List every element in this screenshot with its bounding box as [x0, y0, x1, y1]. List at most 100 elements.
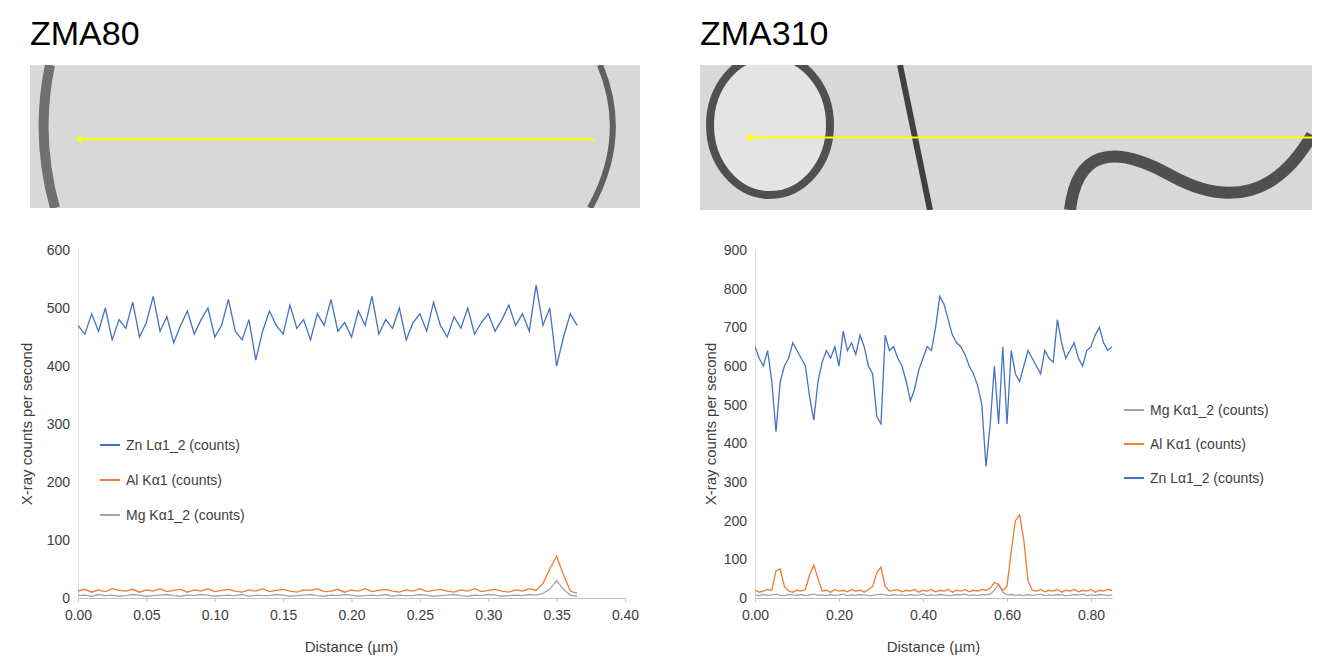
legend-swatch — [1124, 443, 1144, 445]
y-tick-label: 100 — [47, 532, 71, 548]
legend-entry: Mg Kα1_2 (counts) — [1124, 402, 1269, 418]
x-tick-mark — [488, 598, 489, 602]
y-tick: 600 — [724, 358, 755, 374]
x-tick-mark — [78, 598, 79, 602]
x-axis-title: Distance (µm) — [305, 638, 399, 655]
grain-boundary — [1070, 135, 1312, 210]
scan-line — [750, 137, 1312, 139]
y-tick-label: 100 — [724, 551, 748, 567]
grain-boundary — [590, 65, 613, 208]
x-tick-label: 0.80 — [1078, 607, 1105, 623]
legend-swatch — [1124, 409, 1144, 411]
series-line — [78, 556, 577, 593]
y-tick-label: 300 — [47, 416, 71, 432]
y-tick: 400 — [724, 435, 755, 451]
x-tick: 0.25 — [407, 598, 434, 623]
x-tick: 0.60 — [994, 598, 1021, 623]
y-tick-label: 500 — [47, 300, 71, 316]
grain-boundary — [710, 65, 830, 195]
legend-label: Zn Lα1_2 (counts) — [1150, 470, 1264, 486]
legend-entry: Al Kα1 (counts) — [100, 472, 222, 488]
x-tick-label: 0.00 — [742, 607, 769, 623]
x-tick-mark — [923, 598, 924, 602]
y-tick-label: 700 — [724, 319, 748, 335]
x-tick-label: 0.00 — [65, 607, 92, 623]
y-tick: 800 — [724, 281, 755, 297]
x-tick-label: 0.10 — [202, 607, 229, 623]
x-tick-mark — [215, 598, 216, 602]
y-tick-label: 0 — [739, 590, 747, 606]
legend-entry: Zn Lα1_2 (counts) — [100, 437, 240, 453]
x-tick-label: 0.40 — [910, 607, 937, 623]
x-tick-mark — [352, 598, 353, 602]
x-axis-line — [756, 598, 1113, 599]
y-tick-label: 500 — [724, 397, 748, 413]
y-tick-label: 600 — [47, 242, 71, 258]
y-tick: 100 — [724, 551, 755, 567]
y-tick: 200 — [47, 474, 78, 490]
figure: ZMA800.000.050.100.150.200.250.300.350.4… — [0, 0, 1321, 660]
y-tick: 900 — [724, 242, 755, 258]
legend: Mg Kα1_2 (counts) Al Kα1 (counts) Zn Lα1_2… — [1124, 402, 1269, 486]
y-tick-label: 800 — [724, 281, 748, 297]
x-tick-mark — [283, 598, 284, 602]
y-axis-title: X-ray counts per second — [702, 343, 719, 506]
x-tick-label: 0.25 — [407, 607, 434, 623]
legend-swatch — [100, 444, 120, 446]
legend-label: Al Kα1 (counts) — [1150, 436, 1246, 452]
series-line — [755, 515, 1112, 592]
y-tick: 600 — [47, 242, 78, 258]
y-tick: 400 — [47, 358, 78, 374]
x-tick-mark — [1091, 598, 1092, 602]
series-line — [755, 296, 1112, 466]
legend-swatch — [1124, 477, 1144, 479]
x-tick-mark — [839, 598, 840, 602]
x-tick-mark — [1007, 598, 1008, 602]
y-tick-label: 200 — [724, 513, 748, 529]
x-tick: 0.10 — [202, 598, 229, 623]
x-tick-label: 0.35 — [544, 607, 571, 623]
legend-label: Al Kα1 (counts) — [126, 472, 222, 488]
scan-line — [80, 138, 595, 140]
x-tick-mark — [755, 598, 756, 602]
scan-start — [747, 135, 753, 141]
y-tick-label: 600 — [724, 358, 748, 374]
y-tick-label: 0 — [62, 590, 70, 606]
y-tick: 100 — [47, 532, 78, 548]
x-tick-mark — [557, 598, 558, 602]
x-tick-mark — [625, 598, 626, 602]
grain-boundary — [44, 65, 55, 208]
legend: Zn Lα1_2 (counts) Al Kα1 (counts) Mg Kα1_2… — [100, 437, 245, 523]
x-tick-label: 0.20 — [826, 607, 853, 623]
x-tick-label: 0.60 — [994, 607, 1021, 623]
y-tick-label: 300 — [724, 474, 748, 490]
y-tick-label: 400 — [724, 435, 748, 451]
panel: ZMA800.000.050.100.150.200.250.300.350.4… — [18, 14, 640, 655]
y-tick-label: 900 — [724, 242, 748, 258]
x-tick-label: 0.30 — [475, 607, 502, 623]
legend-entry: Al Kα1 (counts) — [1124, 436, 1246, 452]
x-tick-label: 0.40 — [612, 607, 639, 623]
legend-swatch — [100, 479, 120, 481]
series-line — [78, 285, 577, 366]
x-axis: 0.00 0.20 0.40 0.60 0.80 — [742, 598, 1113, 623]
scan-start — [77, 136, 83, 142]
x-axis-title: Distance (µm) — [887, 638, 981, 655]
x-tick-label: 0.20 — [338, 607, 365, 623]
x-tick: 0.20 — [338, 598, 365, 623]
x-tick: 0.80 — [1078, 598, 1105, 623]
y-axis-line — [78, 251, 79, 599]
x-tick-label: 0.15 — [270, 607, 297, 623]
x-tick: 0.20 — [826, 598, 853, 623]
y-tick: 500 — [724, 397, 755, 413]
x-tick: 0.05 — [133, 598, 160, 623]
y-tick: 700 — [724, 319, 755, 335]
y-tick: 500 — [47, 300, 78, 316]
legend-label: Mg Kα1_2 (counts) — [126, 507, 245, 523]
panel-title: ZMA310 — [700, 14, 829, 52]
y-axis-line — [755, 251, 756, 599]
micrograph-ground — [30, 65, 640, 208]
x-tick: 0.40 — [612, 598, 639, 623]
y-tick: 0 — [739, 590, 755, 606]
y-tick-label: 200 — [47, 474, 71, 490]
